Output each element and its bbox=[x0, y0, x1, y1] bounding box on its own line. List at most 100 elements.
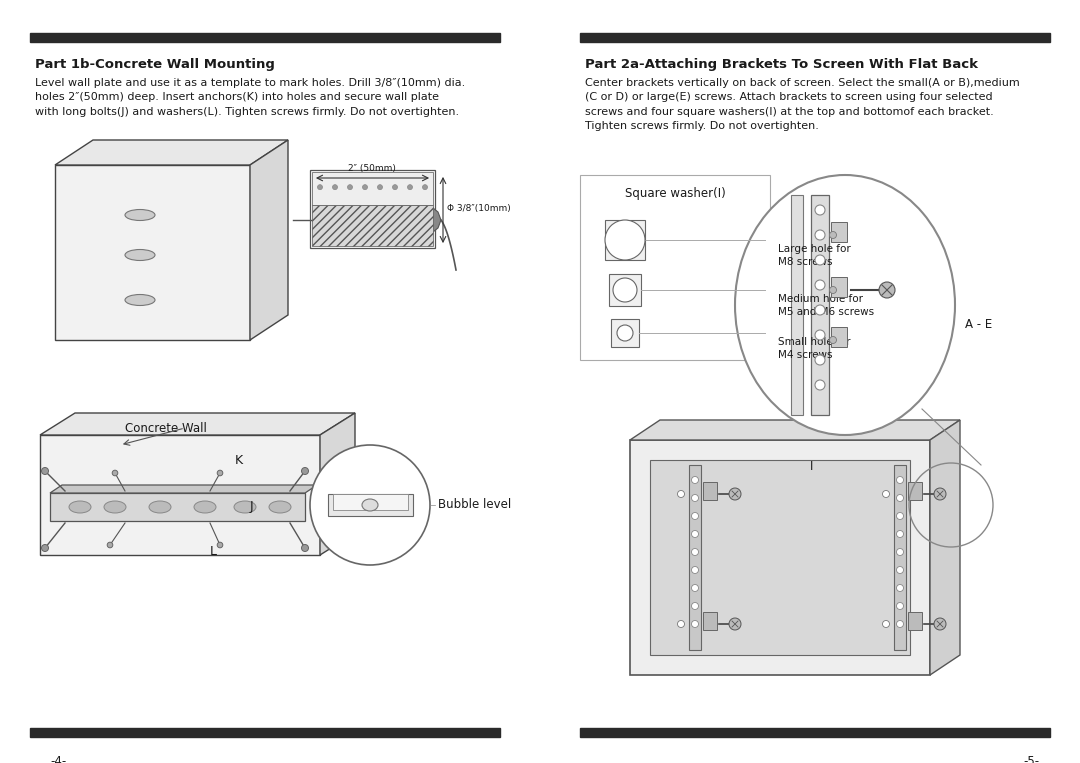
Circle shape bbox=[333, 185, 337, 190]
Circle shape bbox=[829, 336, 837, 343]
Circle shape bbox=[896, 566, 904, 574]
Ellipse shape bbox=[125, 295, 156, 305]
Circle shape bbox=[310, 445, 430, 565]
Circle shape bbox=[363, 185, 367, 190]
Bar bbox=[580, 728, 1050, 737]
Circle shape bbox=[691, 530, 699, 537]
Circle shape bbox=[815, 255, 825, 265]
Bar bbox=[703, 482, 717, 500]
Text: Square washer(I): Square washer(I) bbox=[624, 187, 726, 200]
Text: A - E: A - E bbox=[966, 318, 993, 331]
Circle shape bbox=[879, 282, 895, 298]
Circle shape bbox=[829, 231, 837, 239]
Bar bbox=[611, 319, 639, 347]
Circle shape bbox=[677, 491, 685, 497]
Bar bbox=[30, 728, 500, 737]
Circle shape bbox=[107, 542, 112, 548]
Bar bbox=[312, 205, 433, 246]
Circle shape bbox=[348, 185, 352, 190]
Circle shape bbox=[815, 230, 825, 240]
Bar bbox=[689, 465, 701, 650]
Circle shape bbox=[815, 205, 825, 215]
Text: K: K bbox=[235, 454, 243, 467]
Bar bbox=[328, 494, 413, 516]
Ellipse shape bbox=[194, 501, 216, 513]
Bar bbox=[30, 33, 500, 42]
Bar bbox=[908, 482, 922, 500]
Circle shape bbox=[896, 494, 904, 501]
Text: I: I bbox=[810, 460, 813, 473]
Circle shape bbox=[217, 470, 222, 476]
Bar bbox=[811, 195, 829, 415]
Polygon shape bbox=[50, 493, 305, 521]
Polygon shape bbox=[40, 413, 355, 435]
Circle shape bbox=[605, 220, 645, 260]
Circle shape bbox=[691, 603, 699, 610]
Circle shape bbox=[691, 584, 699, 591]
Circle shape bbox=[896, 513, 904, 520]
Text: Center brackets vertically on back of screen. Select the small(A or B),medium
(C: Center brackets vertically on back of sc… bbox=[585, 78, 1020, 131]
Circle shape bbox=[301, 468, 309, 475]
Circle shape bbox=[896, 549, 904, 555]
Text: J: J bbox=[249, 500, 254, 513]
Ellipse shape bbox=[735, 175, 955, 435]
Polygon shape bbox=[55, 140, 288, 165]
Ellipse shape bbox=[362, 499, 378, 511]
Ellipse shape bbox=[104, 501, 126, 513]
Polygon shape bbox=[630, 420, 960, 440]
Bar bbox=[630, 440, 930, 675]
Circle shape bbox=[677, 620, 685, 627]
Bar bbox=[791, 195, 804, 415]
Circle shape bbox=[896, 530, 904, 537]
Ellipse shape bbox=[125, 210, 156, 221]
Polygon shape bbox=[930, 420, 960, 675]
Text: -4-: -4- bbox=[50, 755, 66, 763]
Circle shape bbox=[691, 549, 699, 555]
Circle shape bbox=[691, 513, 699, 520]
Circle shape bbox=[613, 278, 637, 302]
Bar bbox=[908, 612, 922, 630]
Circle shape bbox=[112, 470, 118, 476]
Circle shape bbox=[896, 603, 904, 610]
Circle shape bbox=[882, 620, 890, 627]
Circle shape bbox=[407, 185, 413, 190]
Text: Bubble level: Bubble level bbox=[438, 498, 511, 511]
Circle shape bbox=[829, 286, 837, 294]
Bar bbox=[55, 165, 249, 340]
Circle shape bbox=[691, 477, 699, 484]
Circle shape bbox=[815, 305, 825, 315]
Circle shape bbox=[691, 620, 699, 627]
Circle shape bbox=[392, 185, 397, 190]
Text: Φ 3/8″(10mm): Φ 3/8″(10mm) bbox=[447, 204, 511, 214]
Text: Large hole for
M8 screws: Large hole for M8 screws bbox=[778, 244, 851, 267]
Ellipse shape bbox=[149, 501, 171, 513]
Circle shape bbox=[896, 584, 904, 591]
Text: -5-: -5- bbox=[1024, 755, 1040, 763]
Circle shape bbox=[934, 488, 946, 500]
Circle shape bbox=[815, 355, 825, 365]
Circle shape bbox=[815, 380, 825, 390]
Circle shape bbox=[422, 185, 428, 190]
Circle shape bbox=[934, 618, 946, 630]
Circle shape bbox=[815, 330, 825, 340]
Bar bbox=[703, 612, 717, 630]
Text: Part 2a-Attaching Brackets To Screen With Flat Back: Part 2a-Attaching Brackets To Screen Wit… bbox=[585, 58, 978, 71]
Text: L: L bbox=[210, 545, 217, 558]
Circle shape bbox=[318, 185, 323, 190]
Circle shape bbox=[378, 185, 382, 190]
Circle shape bbox=[617, 325, 633, 341]
Polygon shape bbox=[338, 205, 383, 235]
Circle shape bbox=[217, 542, 222, 548]
Circle shape bbox=[815, 280, 825, 290]
Text: Concrete Wall: Concrete Wall bbox=[125, 422, 207, 435]
Bar bbox=[831, 327, 847, 347]
Text: Medium hole for
M5 and M6 screws: Medium hole for M5 and M6 screws bbox=[778, 294, 874, 317]
Circle shape bbox=[896, 620, 904, 627]
Circle shape bbox=[729, 618, 741, 630]
Circle shape bbox=[41, 545, 49, 552]
Circle shape bbox=[41, 468, 49, 475]
Bar bbox=[650, 460, 910, 655]
Text: Part 1b-Concrete Wall Mounting: Part 1b-Concrete Wall Mounting bbox=[35, 58, 275, 71]
Polygon shape bbox=[320, 413, 355, 555]
Circle shape bbox=[691, 566, 699, 574]
